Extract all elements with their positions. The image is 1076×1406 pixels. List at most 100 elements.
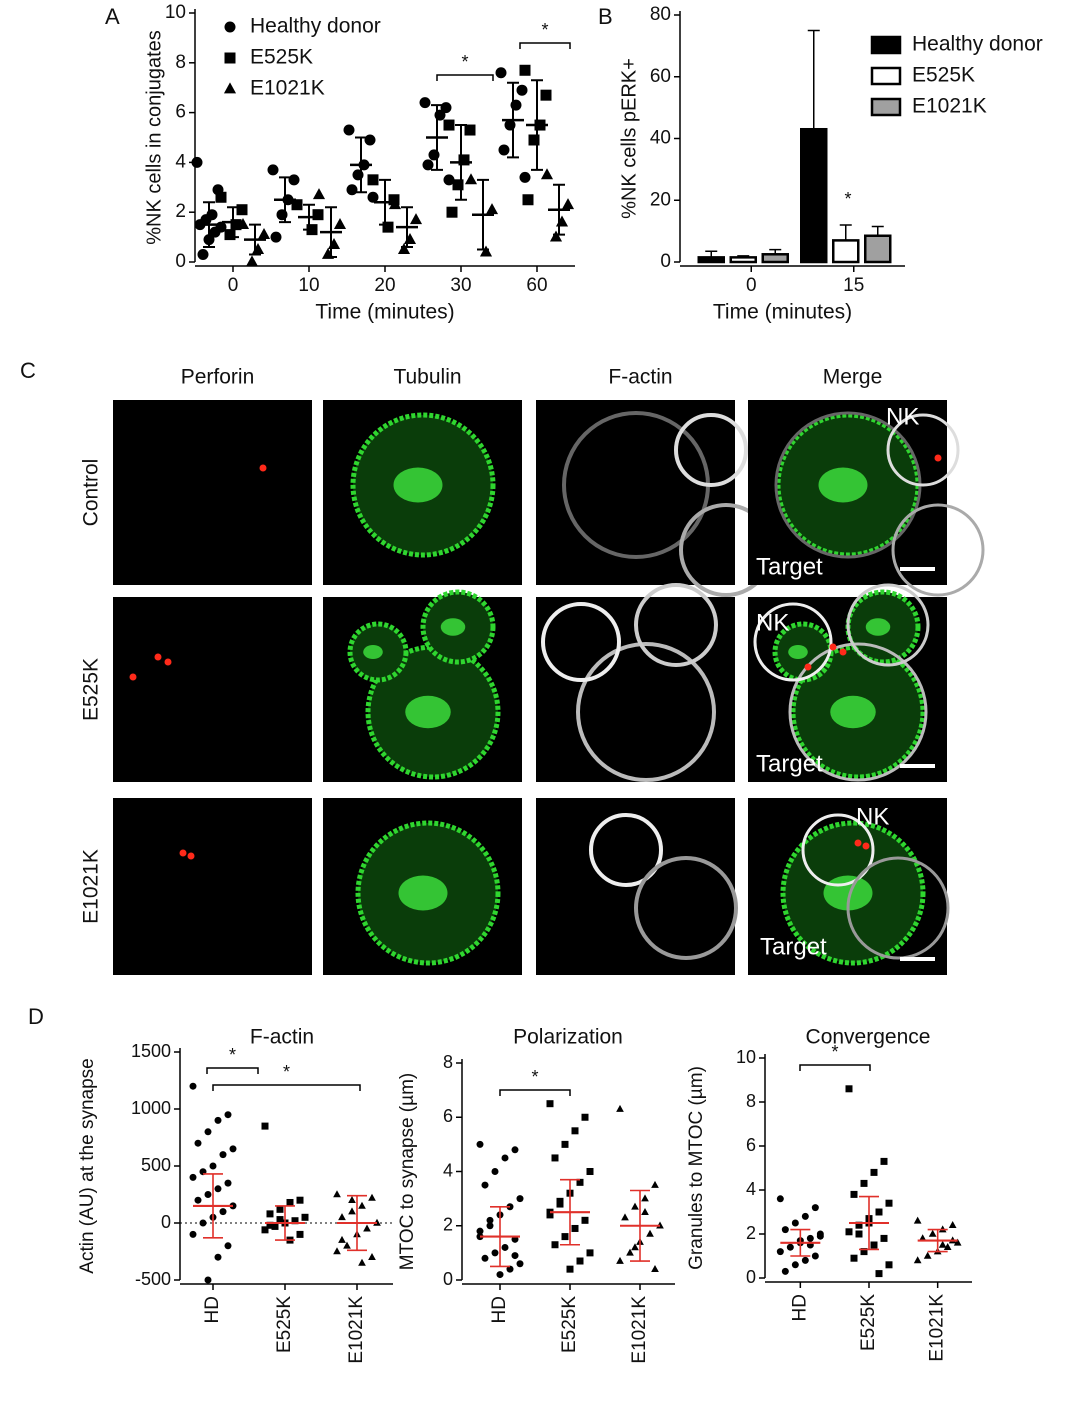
point: [204, 1128, 212, 1136]
point: [363, 1224, 371, 1232]
y-tick-label: 6: [175, 102, 186, 123]
bar: [761, 253, 789, 264]
legend-swatch: [870, 66, 902, 86]
column-header: F-actin: [608, 366, 672, 389]
sd-bar: [790, 1228, 811, 1257]
point: [204, 1191, 212, 1198]
micrograph: [113, 798, 312, 975]
point: [781, 1267, 789, 1275]
sd-bar: [303, 203, 315, 231]
point: [358, 1201, 366, 1209]
point: [519, 64, 531, 76]
tubulin-signal: [865, 618, 891, 636]
chart-title: Convergence: [806, 1026, 931, 1049]
sd-bar: [630, 1189, 650, 1262]
point: [443, 174, 455, 186]
sd-bar: [927, 1228, 948, 1253]
x-tick-label: 0: [228, 275, 239, 296]
point: [388, 194, 400, 206]
point: [397, 242, 411, 254]
point: [860, 1248, 868, 1256]
point: [364, 134, 376, 146]
point: [189, 1082, 197, 1090]
legend-label: E525K: [250, 46, 313, 69]
point: [291, 199, 303, 211]
point: [621, 1213, 629, 1221]
x-tick-label: 30: [450, 275, 471, 296]
perforin-signal: [259, 464, 267, 472]
x-tick-label: HD: [489, 1296, 510, 1323]
overlay-label: Target: [756, 553, 823, 580]
significance-bracket: [436, 74, 494, 81]
point: [855, 1230, 863, 1238]
y-axis-label: Actin (AU) at the synapse: [77, 1058, 98, 1273]
actin-signal: [541, 602, 621, 682]
actin-signal: [674, 413, 748, 487]
sd-bar: [859, 1195, 879, 1251]
sd-bar: [227, 206, 239, 239]
sd-bar: [355, 136, 367, 194]
point: [506, 1265, 514, 1273]
panel-label: C: [20, 358, 36, 383]
panel-label: B: [598, 4, 613, 29]
point: [476, 1140, 484, 1148]
micrograph: [536, 798, 735, 975]
overlay-label: Target: [756, 750, 823, 777]
y-tick-label: 2: [443, 1215, 453, 1235]
significance-bracket: [799, 1064, 871, 1071]
actin-signal: [753, 602, 833, 682]
chart-title: F-actin: [250, 1026, 314, 1049]
point: [245, 255, 259, 267]
point: [496, 1271, 504, 1279]
point: [875, 1208, 883, 1216]
overlay-label: Target: [760, 933, 827, 960]
point: [551, 1154, 559, 1162]
y-tick-label: 500: [141, 1155, 171, 1175]
row-label: E1021K: [80, 849, 103, 924]
column-header: Perforin: [181, 366, 255, 389]
y-tick-label: 1500: [131, 1041, 171, 1061]
point: [296, 1196, 304, 1204]
row-label: E525K: [80, 658, 103, 721]
point: [409, 213, 423, 225]
point: [549, 230, 563, 242]
point: [291, 1217, 299, 1225]
point: [266, 1210, 274, 1218]
point: [918, 1234, 927, 1242]
sd-bar: [203, 1173, 223, 1239]
point: [224, 1242, 232, 1250]
sd-bar: [477, 178, 489, 251]
point: [516, 1260, 524, 1268]
point: [845, 1228, 853, 1236]
actin-signal: [846, 583, 930, 667]
point: [948, 1221, 957, 1228]
point: [276, 1216, 284, 1224]
sd-bar: [401, 206, 413, 249]
point: [953, 1238, 962, 1246]
point: [651, 1264, 659, 1272]
point: [626, 1248, 634, 1256]
point: [348, 1207, 356, 1215]
y-tick-label: 6: [443, 1106, 453, 1126]
significance-label: *: [531, 1067, 538, 1087]
sd-bar: [553, 183, 565, 236]
point: [333, 1190, 341, 1198]
point: [214, 1185, 222, 1193]
error-bar: [807, 29, 820, 130]
bar: [697, 256, 725, 264]
point: [266, 1221, 274, 1229]
point: [219, 1151, 227, 1159]
point: [641, 1207, 649, 1215]
actin-signal: [788, 642, 928, 782]
y-tick-label: 0: [746, 1267, 756, 1287]
x-tick-label: HD: [202, 1296, 223, 1323]
actin-signal: [576, 642, 716, 782]
actin-signal: [634, 583, 718, 667]
point: [327, 237, 341, 249]
point: [616, 1104, 624, 1112]
significance-bracket: [212, 1084, 361, 1091]
point: [546, 1100, 554, 1108]
point: [576, 1178, 584, 1186]
point: [555, 215, 569, 227]
point: [855, 1221, 863, 1229]
